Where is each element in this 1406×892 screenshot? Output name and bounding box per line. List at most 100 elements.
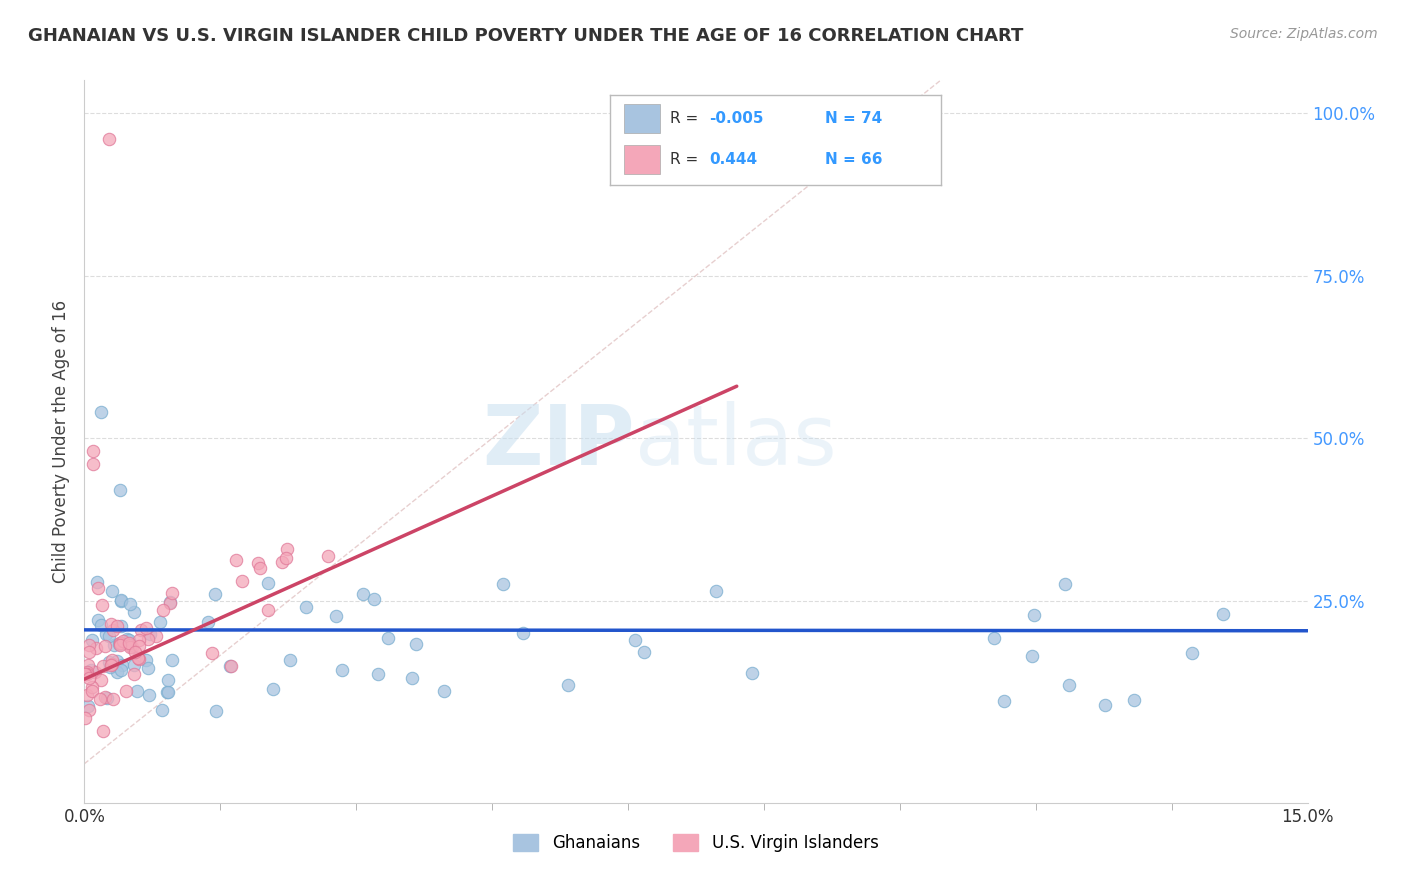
Point bbox=[557, 678, 579, 692]
Point bbox=[136, 660, 159, 674]
Point bbox=[160, 586, 183, 600]
Point bbox=[77, 658, 100, 673]
Point bbox=[118, 597, 141, 611]
Point bbox=[405, 637, 427, 651]
Y-axis label: Child Poverty Under the Age of 16: Child Poverty Under the Age of 16 bbox=[52, 300, 70, 583]
Point bbox=[112, 634, 135, 648]
Point bbox=[125, 684, 148, 698]
Point bbox=[100, 658, 122, 673]
Point bbox=[110, 483, 132, 498]
Point bbox=[249, 561, 271, 575]
Point bbox=[103, 638, 125, 652]
Point bbox=[110, 594, 132, 608]
Point bbox=[492, 576, 515, 591]
Point bbox=[90, 618, 112, 632]
Point bbox=[401, 671, 423, 685]
Point bbox=[91, 724, 114, 739]
Point bbox=[84, 640, 107, 655]
Point bbox=[201, 646, 224, 660]
Point bbox=[262, 682, 284, 697]
Point bbox=[159, 596, 181, 610]
Point bbox=[741, 666, 763, 681]
Point bbox=[79, 663, 101, 677]
Point bbox=[101, 584, 124, 599]
Point bbox=[118, 638, 141, 652]
Point bbox=[77, 703, 100, 717]
Point bbox=[118, 635, 141, 649]
Point bbox=[77, 645, 100, 659]
Point bbox=[76, 665, 98, 679]
Point bbox=[330, 663, 353, 677]
Point bbox=[138, 688, 160, 702]
Point bbox=[1123, 692, 1146, 706]
Point bbox=[128, 632, 150, 647]
Point bbox=[225, 553, 247, 567]
Point bbox=[86, 575, 108, 590]
Point bbox=[110, 618, 132, 632]
Point bbox=[75, 666, 97, 681]
Point bbox=[110, 638, 132, 652]
Point bbox=[1094, 698, 1116, 713]
Point bbox=[94, 690, 117, 705]
Point bbox=[367, 666, 389, 681]
Point bbox=[73, 667, 96, 681]
Text: ZIP: ZIP bbox=[482, 401, 636, 482]
Point bbox=[94, 639, 117, 653]
Point bbox=[96, 627, 118, 641]
Point bbox=[110, 593, 132, 607]
Point bbox=[150, 702, 173, 716]
Point bbox=[98, 660, 121, 674]
Point bbox=[1057, 678, 1080, 692]
Point bbox=[157, 685, 180, 699]
Point bbox=[76, 666, 98, 681]
Point bbox=[278, 653, 301, 667]
Point bbox=[118, 640, 141, 655]
Point bbox=[107, 665, 129, 679]
Point bbox=[276, 541, 298, 556]
Point bbox=[433, 683, 456, 698]
Point bbox=[118, 632, 141, 647]
Point bbox=[80, 683, 103, 698]
Point bbox=[108, 636, 131, 650]
Point bbox=[98, 629, 121, 643]
Point bbox=[100, 617, 122, 632]
Point bbox=[156, 673, 179, 688]
Point bbox=[159, 595, 181, 609]
Point bbox=[129, 623, 152, 637]
Point bbox=[363, 591, 385, 606]
Point bbox=[124, 645, 146, 659]
Point bbox=[156, 684, 179, 698]
Point bbox=[87, 581, 110, 595]
Point bbox=[76, 688, 98, 702]
Point bbox=[90, 405, 112, 419]
Point bbox=[271, 555, 294, 569]
Point bbox=[138, 632, 160, 646]
Point bbox=[325, 609, 347, 624]
Point bbox=[77, 698, 100, 713]
Point bbox=[82, 632, 104, 647]
Legend: Ghanaians, U.S. Virgin Islanders: Ghanaians, U.S. Virgin Islanders bbox=[513, 834, 879, 852]
Point bbox=[96, 690, 118, 705]
Point bbox=[91, 658, 114, 673]
Point bbox=[105, 619, 128, 633]
Point bbox=[84, 665, 107, 680]
Point bbox=[1053, 576, 1076, 591]
Point bbox=[135, 622, 157, 636]
Point bbox=[231, 574, 253, 589]
Point bbox=[121, 640, 143, 654]
Point bbox=[97, 655, 120, 669]
Point bbox=[101, 652, 124, 666]
Point bbox=[160, 653, 183, 667]
Point bbox=[983, 631, 1005, 645]
Point bbox=[257, 576, 280, 591]
Point bbox=[152, 602, 174, 616]
Text: atlas: atlas bbox=[636, 401, 837, 482]
Point bbox=[86, 613, 108, 627]
Point bbox=[80, 681, 103, 695]
Point bbox=[352, 587, 374, 601]
Point bbox=[122, 658, 145, 673]
Text: Source: ZipAtlas.com: Source: ZipAtlas.com bbox=[1230, 27, 1378, 41]
Point bbox=[108, 635, 131, 649]
Point bbox=[1021, 648, 1043, 663]
Point bbox=[90, 673, 112, 687]
